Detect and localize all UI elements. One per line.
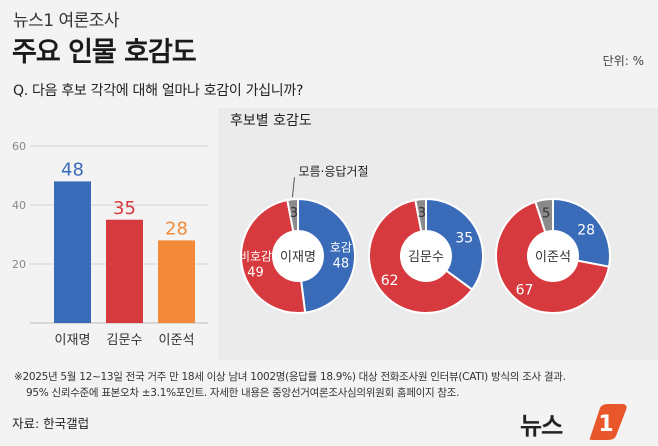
donut-value-label: 62 xyxy=(381,273,399,289)
donut-value-label: 35 xyxy=(455,230,473,246)
footnote-line-1: ※2025년 5월 12~13일 전국 거주 만 18세 이상 남녀 1002명… xyxy=(14,371,566,383)
logo-mark-icon: 1 xyxy=(589,404,627,440)
series-label: 뉴스1 여론조사 xyxy=(13,11,120,31)
news1-logo: 뉴스 1 xyxy=(520,404,640,440)
bar-value-label: 48 xyxy=(61,159,84,180)
question-text: Q. 다음 후보 각각에 대해 얼마나 호감이 가십니까? xyxy=(13,83,304,99)
bar-value-label: 28 xyxy=(165,218,188,239)
callout-line xyxy=(291,177,295,198)
donut-value-label: 49 xyxy=(247,266,264,281)
donut-value-label: 67 xyxy=(516,282,534,298)
bar-이재명 xyxy=(54,181,91,323)
donut-hole xyxy=(273,231,323,281)
y-tick-label: 60 xyxy=(12,140,26,153)
source-label: 자료: 한국갤럽 xyxy=(12,416,90,431)
donut-center-label: 이재명 xyxy=(280,250,316,265)
footnote-line-2: 95% 신뢰수준에 표본오차 ±3.1%포인트. 자세한 내용은 중앙선거여론조… xyxy=(26,387,460,399)
bar-category-label: 이재명 xyxy=(55,333,91,348)
y-tick-label: 40 xyxy=(12,199,26,212)
donut-center-label: 이준석 xyxy=(535,250,571,265)
donut-value-label: 48 xyxy=(333,256,350,271)
callout-label: 모름·응답거절 xyxy=(298,164,368,178)
logo-mark-text: 1 xyxy=(598,412,613,437)
bar-chart: 20 40 60 48 이재명 35 김문수 28 이준석 xyxy=(12,140,208,348)
logo-text: 뉴스 xyxy=(520,412,563,440)
donut-panel-title: 후보별 호감도 xyxy=(230,113,312,129)
page-title: 주요 인물 호감도 xyxy=(12,37,197,68)
donut-hole xyxy=(528,231,578,281)
donut-value-label: 3 xyxy=(290,206,298,221)
donut-value-label: 28 xyxy=(577,223,595,239)
y-tick-label: 20 xyxy=(12,258,26,271)
bar-category-label: 김문수 xyxy=(107,333,143,348)
donut-slice-name: 호감 xyxy=(330,240,352,254)
footnote: ※2025년 5월 12~13일 전국 거주 만 18세 이상 남녀 1002명… xyxy=(14,369,566,401)
bar-value-label: 35 xyxy=(113,198,136,219)
unit-label: 단위: % xyxy=(602,54,644,68)
bar-category-label: 이준석 xyxy=(159,333,195,348)
bar-이준석 xyxy=(158,240,195,323)
bar-김문수 xyxy=(106,219,143,323)
donut-value-label: 3 xyxy=(418,206,426,221)
donut-center-label: 김문수 xyxy=(408,250,444,265)
donut-slice-name: 비호감 xyxy=(239,250,272,264)
donut-slice-비호감 xyxy=(368,198,474,314)
donut-value-label: 5 xyxy=(542,207,550,222)
donut-hole xyxy=(401,231,451,281)
